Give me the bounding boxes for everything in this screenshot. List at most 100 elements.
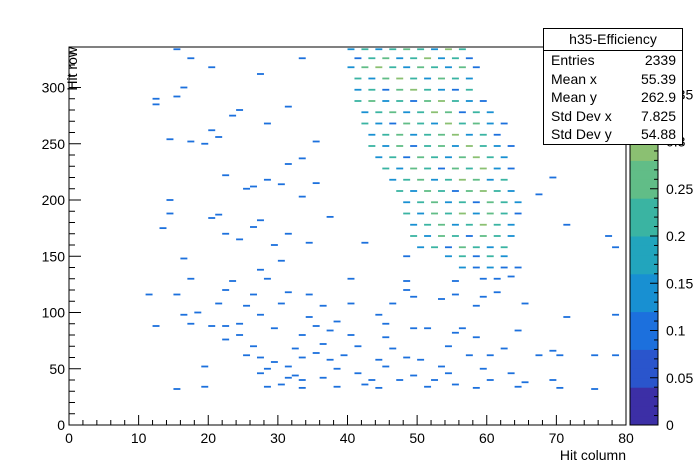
heatmap-bin — [326, 215, 334, 218]
heatmap-bin — [173, 293, 181, 296]
heatmap-bin — [493, 145, 501, 147]
heatmap-bin — [479, 367, 487, 370]
heatmap-bin — [396, 190, 404, 192]
heatmap-bin — [465, 167, 473, 170]
heatmap-bin — [424, 100, 432, 102]
heatmap-bin — [535, 193, 543, 196]
heatmap-bin — [465, 57, 473, 60]
heatmap-bin — [319, 304, 327, 307]
heatmap-bin — [333, 320, 341, 323]
stats-row: Entries 2339 — [544, 51, 682, 70]
heatmap-bin — [284, 376, 292, 379]
heatmap-bin — [458, 66, 466, 69]
stats-row: Mean y 262.9 — [544, 88, 682, 107]
stats-row: Std Dev y 54.88 — [544, 125, 682, 144]
colorbar-segment — [630, 396, 658, 407]
colorbar-segment — [630, 330, 658, 341]
stats-row: Std Dev x 7.825 — [544, 107, 682, 126]
y-tick-label: 300 — [42, 80, 66, 96]
y-tick-label: 0 — [57, 417, 65, 433]
stats-value: 262.9 — [640, 89, 676, 105]
heatmap-bin — [284, 163, 292, 165]
heatmap-bin — [479, 223, 487, 226]
heatmap-bin — [298, 334, 306, 336]
heatmap-bin — [451, 145, 459, 147]
heatmap-bin — [444, 66, 452, 69]
heatmap-bin — [417, 48, 425, 51]
colorbar-segment — [630, 302, 658, 313]
heatmap-bin — [410, 167, 418, 170]
colorbar-segment — [630, 160, 658, 171]
heatmap-bin — [194, 311, 202, 314]
heatmap-bin — [417, 111, 425, 114]
heatmap-bin — [382, 77, 390, 80]
heatmap-bin — [382, 167, 390, 170]
heatmap-bin — [382, 365, 390, 368]
heatmap-bin — [389, 347, 397, 350]
heatmap-bin — [382, 133, 390, 136]
heatmap-bin — [493, 190, 501, 192]
heatmap-bin — [438, 167, 445, 170]
heatmap-bin — [458, 201, 466, 204]
heatmap-bin — [389, 111, 397, 114]
heatmap-bin — [347, 334, 355, 336]
heatmap-bin — [444, 156, 452, 159]
stats-value: 55.39 — [640, 70, 676, 87]
heatmap-bin — [236, 334, 244, 336]
heatmap-bin — [486, 266, 494, 269]
stats-box: h35-Efficiency Entries 2339 Mean x 55.39 Mea… — [543, 28, 683, 145]
heatmap-bin — [507, 223, 515, 226]
heatmap-bin — [375, 386, 383, 389]
heatmap-bin — [465, 100, 473, 102]
heatmap-bin — [410, 100, 418, 102]
heatmap-bin — [396, 133, 404, 136]
heatmap-bin — [166, 199, 174, 201]
heatmap-bin — [424, 235, 432, 237]
heatmap-bin — [417, 358, 425, 361]
heatmap-bin — [222, 338, 230, 341]
heatmap-bin — [451, 77, 459, 80]
heatmap-bin — [368, 100, 376, 102]
heatmap-bin — [396, 379, 404, 381]
heatmap-bin — [472, 178, 480, 181]
heatmap-bin — [493, 223, 501, 226]
heatmap-bin — [410, 57, 418, 60]
stats-rows: Entries 2339 Mean x 55.39 Mean y 262.9 Std Dev… — [544, 51, 682, 144]
heatmap-bin — [277, 183, 285, 186]
heatmap-bin — [563, 223, 571, 226]
heatmap-bin — [472, 255, 480, 258]
heatmap-bin — [479, 100, 487, 102]
heatmap-bin — [354, 372, 362, 375]
heatmap-bin — [354, 77, 362, 80]
heatmap-bin — [298, 386, 306, 389]
heatmap-bin — [403, 289, 411, 291]
heatmap-bin — [424, 167, 432, 170]
heatmap-bin — [424, 223, 432, 226]
heatmap-bin — [166, 138, 174, 141]
heatmap-bin — [479, 145, 487, 147]
heatmap-bin — [472, 246, 480, 249]
colorbar-tick-label: 0.15 — [666, 275, 693, 291]
heatmap-bin — [417, 156, 425, 159]
heatmap-bin — [479, 167, 487, 170]
heatmap-bin — [256, 372, 264, 375]
heatmap-bin — [180, 86, 188, 89]
y-tick-label: 150 — [42, 248, 66, 264]
heatmap-bin — [486, 178, 494, 181]
heatmap-bin — [375, 66, 383, 69]
heatmap-bin — [368, 133, 376, 136]
heatmap-bin — [472, 156, 480, 159]
heatmap-bin — [159, 227, 167, 230]
colorbar-segment — [630, 179, 658, 190]
heatmap-bin — [451, 223, 459, 226]
heatmap-bin — [396, 88, 404, 91]
heatmap-bin — [382, 145, 390, 147]
heatmap-bin — [486, 354, 494, 357]
heatmap-bin — [431, 201, 439, 204]
heatmap-bin — [410, 190, 418, 192]
heatmap-bin — [236, 109, 244, 111]
heatmap-bin — [284, 232, 292, 235]
heatmap-bin — [431, 66, 439, 69]
heatmap-bin — [458, 212, 466, 215]
x-tick-label: 60 — [479, 430, 495, 446]
